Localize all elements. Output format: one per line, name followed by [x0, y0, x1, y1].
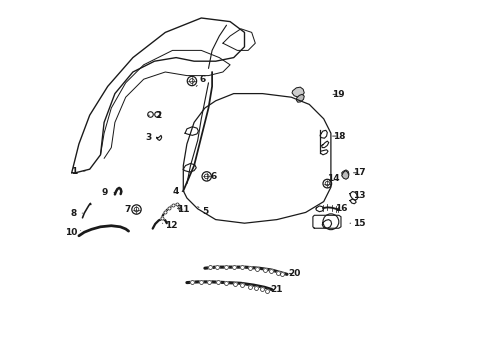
- Text: 7: 7: [124, 205, 136, 214]
- Text: 10: 10: [65, 228, 81, 237]
- Polygon shape: [291, 87, 304, 97]
- Text: 17: 17: [353, 168, 365, 177]
- Text: 9: 9: [102, 188, 115, 197]
- Text: 6: 6: [196, 75, 206, 86]
- Text: 4: 4: [173, 187, 183, 196]
- Polygon shape: [341, 170, 348, 177]
- Text: 15: 15: [349, 219, 365, 228]
- Text: 19: 19: [332, 90, 345, 99]
- Polygon shape: [296, 94, 304, 102]
- Text: 1: 1: [71, 166, 85, 175]
- Text: 12: 12: [162, 221, 178, 230]
- Text: 14: 14: [327, 174, 339, 183]
- Text: 21: 21: [270, 285, 283, 294]
- Text: 3: 3: [145, 133, 157, 142]
- Text: 16: 16: [334, 204, 346, 213]
- Text: 20: 20: [288, 269, 301, 278]
- Text: 18: 18: [332, 132, 345, 140]
- Text: 11: 11: [177, 205, 189, 214]
- Text: 6: 6: [207, 172, 217, 181]
- Text: 13: 13: [349, 191, 365, 199]
- Polygon shape: [341, 171, 348, 179]
- Text: 2: 2: [148, 111, 161, 120]
- Text: 8: 8: [70, 209, 82, 217]
- Text: 5: 5: [197, 207, 207, 216]
